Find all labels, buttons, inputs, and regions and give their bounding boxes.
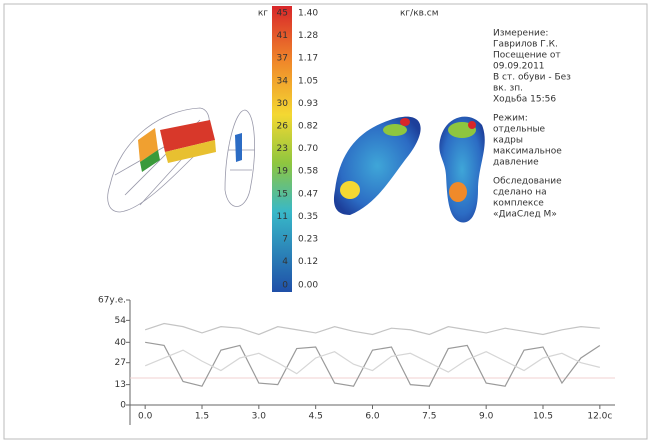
x-tick-label: 3.0: [252, 412, 267, 422]
info-text: «ДиаСлед М»: [493, 210, 557, 220]
scale-label-kg: 37: [277, 54, 288, 64]
scale-label-kg: 0: [282, 281, 288, 291]
x-tick-label: 0.0: [138, 412, 153, 422]
x-tick-label: 4.5: [309, 412, 323, 422]
scale-label-pressure: 0.12: [298, 257, 318, 267]
info-text: кадры: [493, 136, 523, 146]
info-text: отдельные: [493, 125, 546, 135]
scale-label-kg: 4: [282, 257, 288, 267]
scale-label-pressure: 0.70: [298, 144, 318, 154]
scale-label-kg: 11: [277, 212, 288, 222]
info-text: комплексе: [493, 199, 544, 209]
scale-label-kg: 45: [277, 9, 288, 19]
scale-label-kg: 15: [277, 189, 288, 199]
y-tick-label: 0: [120, 401, 126, 411]
info-text: Измерение:: [493, 29, 548, 39]
x-tick-label: 6.0: [365, 412, 380, 422]
scale-label-kg: 7: [282, 235, 288, 245]
x-tick-label: 9.0: [479, 412, 494, 422]
y-tick-label: 40: [115, 338, 127, 348]
scale-unit-right: кг/кв.см: [400, 9, 439, 19]
scale-label-pressure: 0.82: [298, 122, 318, 132]
scale-label-kg: 30: [277, 99, 289, 109]
info-text: Посещение от: [493, 51, 561, 61]
scale-label-pressure: 1.05: [298, 76, 318, 86]
y-tick-label: 27: [115, 358, 126, 368]
x-tick-label: 10.5: [533, 412, 553, 422]
info-text: Режим:: [493, 114, 528, 124]
scale-label-kg: 19: [277, 167, 289, 177]
scale-label-pressure: 0.47: [298, 189, 318, 199]
info-text: Обследование: [493, 177, 562, 187]
screen: кг кг/кв.см 45 1.40 41 1.28 37 1.17 34 1.05 30 0.93…: [0, 0, 651, 443]
scale-label-pressure: 1.40: [298, 9, 318, 19]
x-tick-label: 7.5: [422, 412, 436, 422]
frame: [4, 4, 647, 439]
info-text: Гаврилов Г.К.: [493, 40, 558, 50]
y-tick-label: 54: [115, 316, 127, 326]
scale-label-kg: 34: [277, 76, 289, 86]
info-text: максимальное: [493, 147, 562, 157]
page: кг кг/кв.см 45 1.40 41 1.28 37 1.17 34 1.05 30 0.93…: [0, 0, 651, 447]
info-text: сделано на: [493, 188, 547, 198]
scale-label-pressure: 0.93: [298, 99, 318, 109]
scale-label-kg: 41: [277, 31, 288, 41]
x-tick-label: 1.5: [195, 412, 209, 422]
x-tick-label: 12.0с: [587, 412, 612, 422]
y-tick-label: 13: [115, 380, 126, 390]
scale-label-pressure: 0.23: [298, 235, 318, 245]
info-text: Ходьба 15:56: [493, 95, 556, 105]
scale-label-pressure: 1.17: [298, 54, 318, 64]
y-tick-label: 67у.е.: [98, 296, 126, 306]
info-text: давление: [493, 158, 539, 168]
scale-label-kg: 26: [277, 122, 289, 132]
scale-label-kg: 23: [277, 144, 288, 154]
info-text: В ст. обуви - Без: [493, 73, 571, 83]
info-text: 09.09.2011: [493, 62, 545, 72]
info-text: вк. зп.: [493, 84, 523, 94]
scale-unit-left: кг: [258, 9, 268, 19]
scale-label-pressure: 1.28: [298, 31, 318, 41]
scale-label-pressure: 0.58: [298, 167, 318, 177]
scale-label-pressure: 0.00: [298, 281, 318, 291]
scale-label-pressure: 0.35: [298, 212, 318, 222]
